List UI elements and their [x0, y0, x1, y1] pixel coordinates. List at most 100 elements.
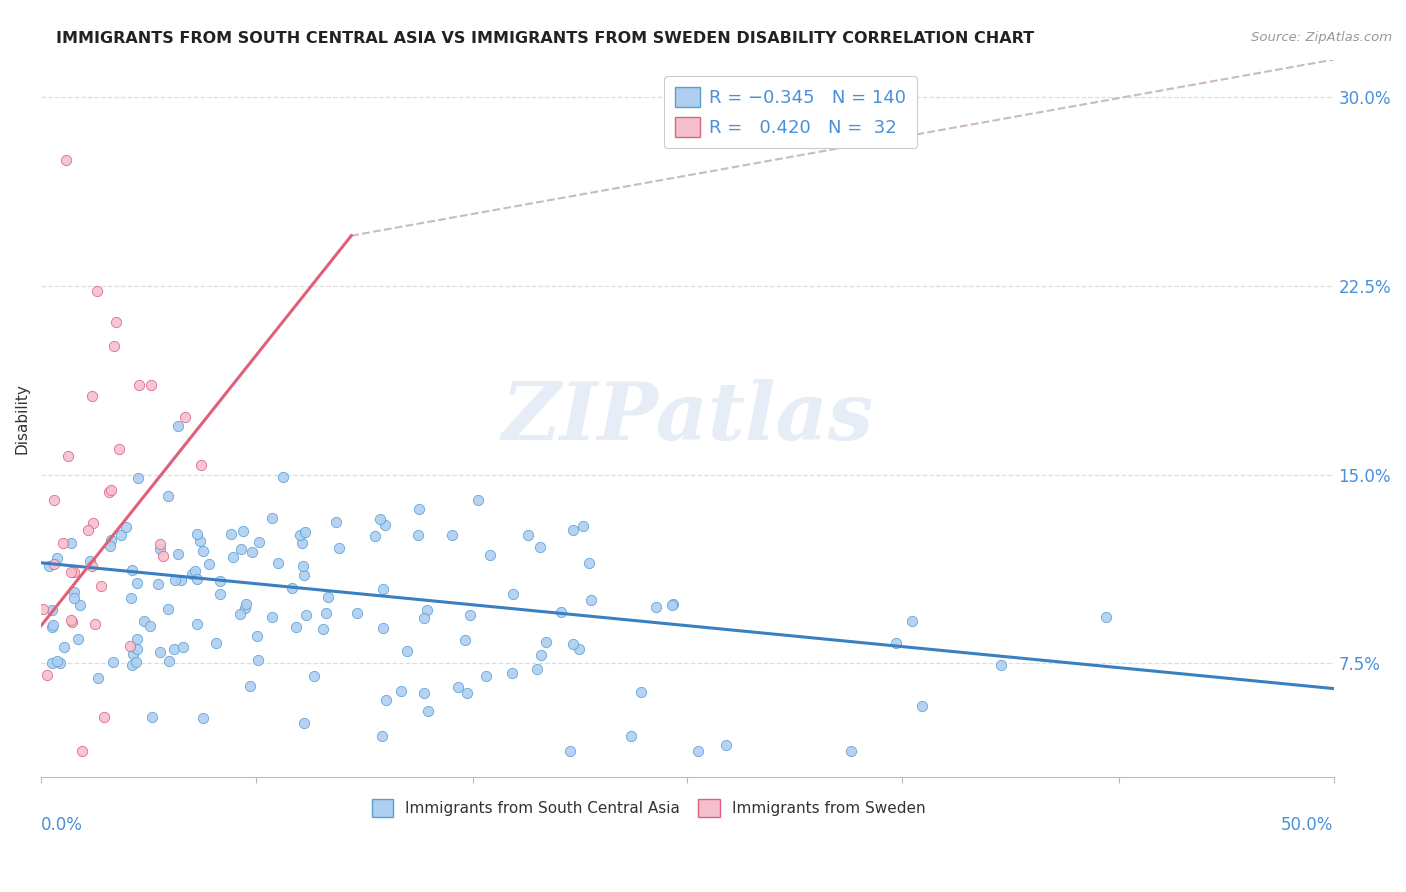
- Point: [204, 636, 226, 650]
- Point: [63, 591, 86, 606]
- Point: [312, 622, 335, 636]
- Point: [302, 669, 325, 683]
- Point: [52, 640, 75, 654]
- Point: [82, 516, 104, 531]
- Point: [97, 484, 120, 499]
- Point: [170, 574, 193, 588]
- Point: [93, 709, 115, 723]
- Point: [415, 603, 437, 617]
- Point: [239, 679, 262, 693]
- Point: [501, 666, 523, 681]
- Point: [125, 575, 148, 590]
- Point: [364, 529, 387, 543]
- Point: [101, 655, 124, 669]
- Point: [328, 541, 350, 555]
- Point: [229, 542, 252, 557]
- Point: [661, 599, 683, 613]
- Point: [148, 577, 170, 591]
- Point: [267, 556, 290, 570]
- Point: [60, 566, 83, 580]
- Point: [630, 685, 652, 699]
- Point: [578, 556, 600, 570]
- Point: [901, 614, 924, 628]
- Point: [288, 527, 311, 541]
- Point: [517, 528, 540, 542]
- Point: [294, 716, 316, 731]
- Point: [389, 684, 412, 698]
- Point: [139, 619, 162, 633]
- Point: [408, 502, 430, 516]
- Point: [166, 547, 188, 561]
- Point: [86, 671, 108, 685]
- Point: [281, 581, 304, 595]
- Point: [103, 339, 125, 353]
- Point: [645, 599, 668, 614]
- Point: [184, 564, 207, 578]
- Point: [447, 680, 470, 694]
- Point: [60, 613, 83, 627]
- Point: [262, 510, 284, 524]
- Point: [41, 620, 63, 634]
- Point: [31, 602, 53, 616]
- Point: [166, 418, 188, 433]
- Point: [686, 744, 709, 758]
- Text: Source: ZipAtlas.com: Source: ZipAtlas.com: [1251, 31, 1392, 45]
- Point: [188, 534, 211, 549]
- Point: [235, 597, 257, 611]
- Point: [84, 617, 107, 632]
- Point: [110, 527, 132, 541]
- Point: [41, 617, 63, 632]
- Point: [100, 533, 122, 547]
- Point: [121, 591, 143, 606]
- Point: [172, 640, 194, 654]
- Point: [149, 541, 172, 556]
- Point: [550, 605, 572, 619]
- Point: [247, 534, 270, 549]
- Point: [127, 642, 149, 657]
- Point: [562, 523, 585, 537]
- Point: [219, 527, 242, 541]
- Point: [128, 378, 150, 392]
- Point: [292, 568, 315, 582]
- Point: [990, 657, 1012, 672]
- Point: [41, 657, 63, 671]
- Point: [222, 549, 245, 564]
- Point: [100, 483, 122, 498]
- Point: [115, 520, 138, 534]
- Point: [346, 607, 368, 621]
- Point: [35, 667, 58, 681]
- Point: [121, 563, 143, 577]
- Point: [41, 603, 63, 617]
- Point: [560, 744, 582, 758]
- Point: [193, 711, 215, 725]
- Point: [42, 557, 65, 571]
- Point: [69, 598, 91, 612]
- Point: [127, 471, 149, 485]
- Point: [1094, 609, 1116, 624]
- Point: [579, 593, 602, 607]
- Point: [190, 458, 212, 472]
- Point: [48, 656, 70, 670]
- Point: [191, 543, 214, 558]
- Point: [79, 554, 101, 568]
- Point: [260, 610, 283, 624]
- Point: [440, 528, 463, 542]
- Point: [294, 608, 316, 623]
- Point: [157, 654, 180, 668]
- Point: [294, 524, 316, 539]
- Point: [620, 729, 643, 743]
- Point: [141, 710, 163, 724]
- Point: [374, 517, 396, 532]
- Point: [662, 597, 685, 611]
- Point: [530, 648, 553, 662]
- Point: [374, 692, 396, 706]
- Point: [80, 558, 103, 573]
- Point: [371, 729, 394, 743]
- Legend: Immigrants from South Central Asia, Immigrants from Sweden: Immigrants from South Central Asia, Immi…: [366, 793, 932, 822]
- Point: [165, 573, 187, 587]
- Point: [714, 738, 737, 752]
- Point: [232, 524, 254, 538]
- Point: [86, 284, 108, 298]
- Point: [46, 654, 69, 668]
- Point: [416, 704, 439, 718]
